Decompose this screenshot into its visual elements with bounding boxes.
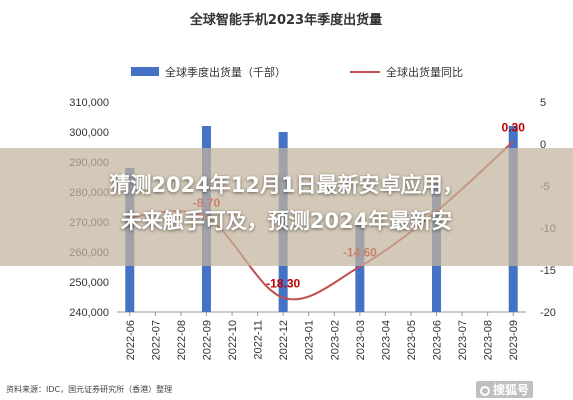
legend: 全球季度出货量（千部） 全球出货量同比 (131, 65, 463, 79)
x-tick-label: 2022-09 (201, 320, 213, 360)
right-tick-label: -15 (540, 265, 556, 277)
sohu-logo-icon (480, 385, 490, 396)
legend-line-label: 全球出货量同比 (386, 65, 463, 79)
x-tick-label: 2023-07 (457, 320, 469, 360)
x-tick-label: 2023-05 (406, 320, 418, 360)
x-tick-label: 2023-06 (432, 320, 444, 360)
right-tick-label: -20 (540, 307, 556, 319)
left-tick-label: 310,000 (69, 97, 109, 109)
watermark-text: 搜狐号 (493, 383, 530, 397)
right-tick-label: 5 (540, 97, 546, 109)
x-tick-label: 2022-11 (253, 320, 265, 360)
x-tick-label: 2022-12 (278, 320, 290, 360)
data-label: -18.30 (266, 277, 300, 291)
chart-title: 全球智能手机2023年季度出货量 (189, 12, 382, 28)
watermark: 搜狐号 (476, 381, 534, 398)
x-tick-label: 2022-08 (176, 320, 188, 360)
overlay-headline-1: 猜测2024年12月1日最新安卓应用， (109, 173, 464, 197)
bar (355, 225, 365, 312)
data-label: 0.30 (502, 120, 526, 134)
x-tick-label: 2023-04 (380, 320, 392, 360)
left-tick-label: 240,000 (69, 307, 109, 319)
x-tick-label: 2022-06 (125, 320, 137, 360)
right-tick-label: 0 (540, 139, 546, 151)
x-tick-label: 2022-10 (227, 320, 239, 360)
left-tick-label: 250,000 (69, 277, 109, 289)
legend-bar-label: 全球季度出货量（千部） (165, 65, 286, 79)
x-tick-label: 2023-01 (304, 320, 316, 360)
x-tick-label: 2023-08 (483, 320, 495, 360)
left-tick-label: 300,000 (69, 127, 109, 139)
overlay-headline-2: 未来触手可及，预测2024年最新安 (120, 209, 453, 233)
x-tick-label: 2023-02 (329, 320, 341, 360)
x-tick-label: 2023-09 (508, 320, 520, 360)
x-tick-label: 2023-03 (355, 320, 367, 360)
x-tick-label: 2022-07 (150, 320, 162, 360)
legend-bar-swatch (131, 67, 159, 76)
source-note: 资料来源：IDC，国元证券研究所（香港）整理 (6, 385, 173, 394)
overlay-banner (0, 148, 573, 266)
